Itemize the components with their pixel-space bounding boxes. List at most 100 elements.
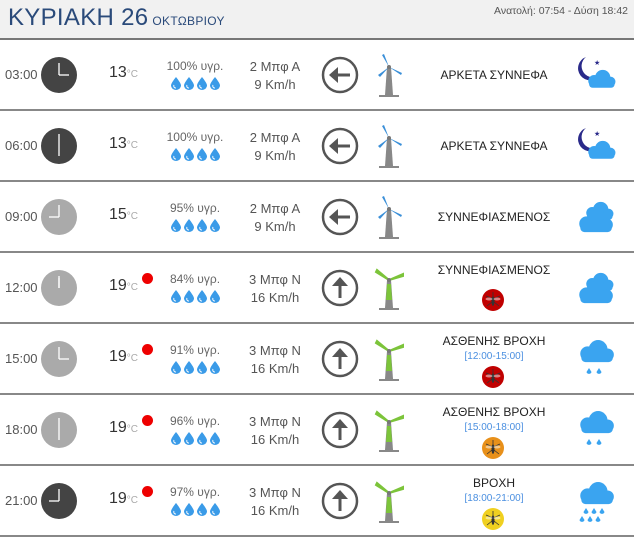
humidity: 100% υγρ.	[160, 130, 230, 164]
drop-icon	[196, 148, 207, 164]
wind-direction-arrow-icon	[321, 127, 359, 165]
forecast-row: 15:00 19°C 91% υγρ. 3 Μπφ Ν 16 Km/h ΑΣΘΕΝ…	[0, 324, 634, 395]
time-label: 18:00	[5, 422, 38, 437]
wind-turbine-icon	[372, 337, 406, 383]
temperature-value: 19	[109, 419, 127, 436]
humidity-drops	[160, 361, 230, 377]
wind-speed: 9 Km/h	[254, 219, 296, 234]
drop-icon	[170, 290, 181, 306]
drop-icon	[209, 432, 220, 448]
temperature-unit: °C	[126, 495, 139, 506]
wind-speed: 16 Km/h	[250, 503, 300, 518]
wind-speed: 16 Km/h	[250, 290, 300, 305]
temperature-unit: °C	[126, 211, 139, 222]
humidity: 91% υγρ.	[160, 343, 230, 377]
drop-icon	[209, 503, 220, 519]
temperature: 19°C	[109, 490, 138, 508]
drop-icon	[170, 219, 181, 235]
alert-dot-icon	[142, 273, 153, 284]
time-label: 15:00	[5, 351, 38, 366]
weather-description: ΑΣΘΕΝΗΣ ΒΡΟΧΗ	[442, 405, 546, 419]
wind-direction-arrow-icon	[321, 56, 359, 94]
humidity: 96% υγρ.	[160, 414, 230, 448]
mosquito-icon	[482, 508, 504, 530]
humidity-drops	[160, 148, 230, 164]
forecast-row: 09:00 15°C 95% υγρ. 2 Μπφ Α 9 Km/h ΣΥΝΝΕΦ…	[0, 182, 634, 253]
drop-icon	[183, 503, 194, 519]
drop-icon	[170, 148, 181, 164]
drop-icon	[183, 432, 194, 448]
temperature: 15°C	[109, 206, 138, 224]
svg-text:★: ★	[594, 130, 600, 138]
temperature-unit: °C	[126, 69, 139, 80]
temperature-unit: °C	[126, 424, 139, 435]
wind-turbine-icon	[372, 408, 406, 454]
drop-icon	[170, 432, 181, 448]
clouds-icon	[572, 266, 618, 312]
humidity: 100% υγρ.	[160, 59, 230, 93]
wind-info: 2 Μπφ Α 9 Km/h	[235, 129, 315, 165]
wind-beaufort: 3 Μπφ Ν	[249, 343, 301, 358]
drop-icon	[209, 77, 220, 93]
wind-info: 3 Μπφ Ν 16 Km/h	[235, 271, 315, 307]
temperature-value: 13	[109, 135, 127, 152]
mosquito-icon	[482, 289, 504, 311]
drop-icon	[196, 432, 207, 448]
clock-icon	[41, 483, 77, 519]
temperature-value: 13	[109, 64, 127, 81]
mosquito-icon	[482, 366, 504, 388]
weather-description: ΑΡΚΕΤΑ ΣΥΝΝΕΦΑ	[440, 68, 548, 82]
drop-icon	[209, 148, 220, 164]
wind-info: 2 Μπφ Α 9 Km/h	[235, 200, 315, 236]
wind-info: 3 Μπφ Ν 16 Km/h	[235, 342, 315, 378]
mosquito-icon	[482, 437, 504, 459]
wind-turbine-icon	[372, 195, 406, 241]
drop-icon	[170, 503, 181, 519]
time-label: 12:00	[5, 280, 38, 295]
weather-description: ΒΡΟΧΗ	[472, 476, 515, 490]
temperature-value: 19	[109, 277, 127, 294]
humidity-drops	[160, 219, 230, 235]
wind-beaufort: 2 Μπφ Α	[249, 59, 301, 74]
alert-dot-icon	[142, 344, 153, 355]
humidity-drops	[160, 503, 230, 519]
time-label: 06:00	[5, 138, 38, 153]
rain-icon	[572, 479, 618, 525]
drop-icon	[183, 77, 194, 93]
temperature: 13°C	[109, 64, 138, 82]
temperature: 19°C	[109, 348, 138, 366]
weather-description: ΑΣΘΕΝΗΣ ΒΡΟΧΗ	[442, 334, 546, 348]
wind-turbine-icon	[372, 53, 406, 99]
wind-turbine-icon	[372, 266, 406, 312]
moon-cloud-icon: ★	[572, 124, 618, 170]
clock-icon	[41, 128, 77, 164]
alert-dot-icon	[142, 415, 153, 426]
weather-description: ΣΥΝΝΕΦΙΑΣΜΕΝΟΣ	[437, 263, 551, 277]
forecast-row: 12:00 19°C 84% υγρ. 3 Μπφ Ν 16 Km/h ΣΥΝΝΕ…	[0, 253, 634, 324]
wind-direction-arrow-icon	[321, 411, 359, 449]
temperature: 19°C	[109, 277, 138, 295]
time-label: 09:00	[5, 209, 38, 224]
humidity-drops	[160, 77, 230, 93]
drop-icon	[170, 77, 181, 93]
forecast-row: 18:00 19°C 96% υγρ. 3 Μπφ Ν 16 Km/h ΑΣΘΕΝ…	[0, 395, 634, 466]
humidity-label: 100% υγρ.	[166, 59, 224, 73]
wind-direction-arrow-icon	[321, 269, 359, 307]
temperature: 13°C	[109, 135, 138, 153]
clock-icon	[41, 412, 77, 448]
wind-beaufort: 2 Μπφ Α	[249, 201, 301, 216]
humidity-drops	[160, 432, 230, 448]
wind-direction-arrow-icon	[321, 482, 359, 520]
weather-description: ΑΡΚΕΤΑ ΣΥΝΝΕΦΑ	[440, 139, 548, 153]
humidity-label: 97% υγρ.	[169, 485, 221, 499]
humidity-label: 91% υγρ.	[169, 343, 221, 357]
wind-beaufort: 3 Μπφ Ν	[249, 485, 301, 500]
rain-time-range: [15:00-18:00]	[464, 422, 524, 433]
drop-icon	[196, 361, 207, 377]
alert-dot-icon	[142, 486, 153, 497]
wind-speed: 16 Km/h	[250, 361, 300, 376]
forecast-row: 21:00 19°C 97% υγρ. 3 Μπφ Ν 16 Km/h ΒΡΟΧΗ…	[0, 466, 634, 537]
rain-time-range: [18:00-21:00]	[464, 493, 524, 504]
humidity: 84% υγρ.	[160, 272, 230, 306]
wind-direction-arrow-icon	[321, 198, 359, 236]
